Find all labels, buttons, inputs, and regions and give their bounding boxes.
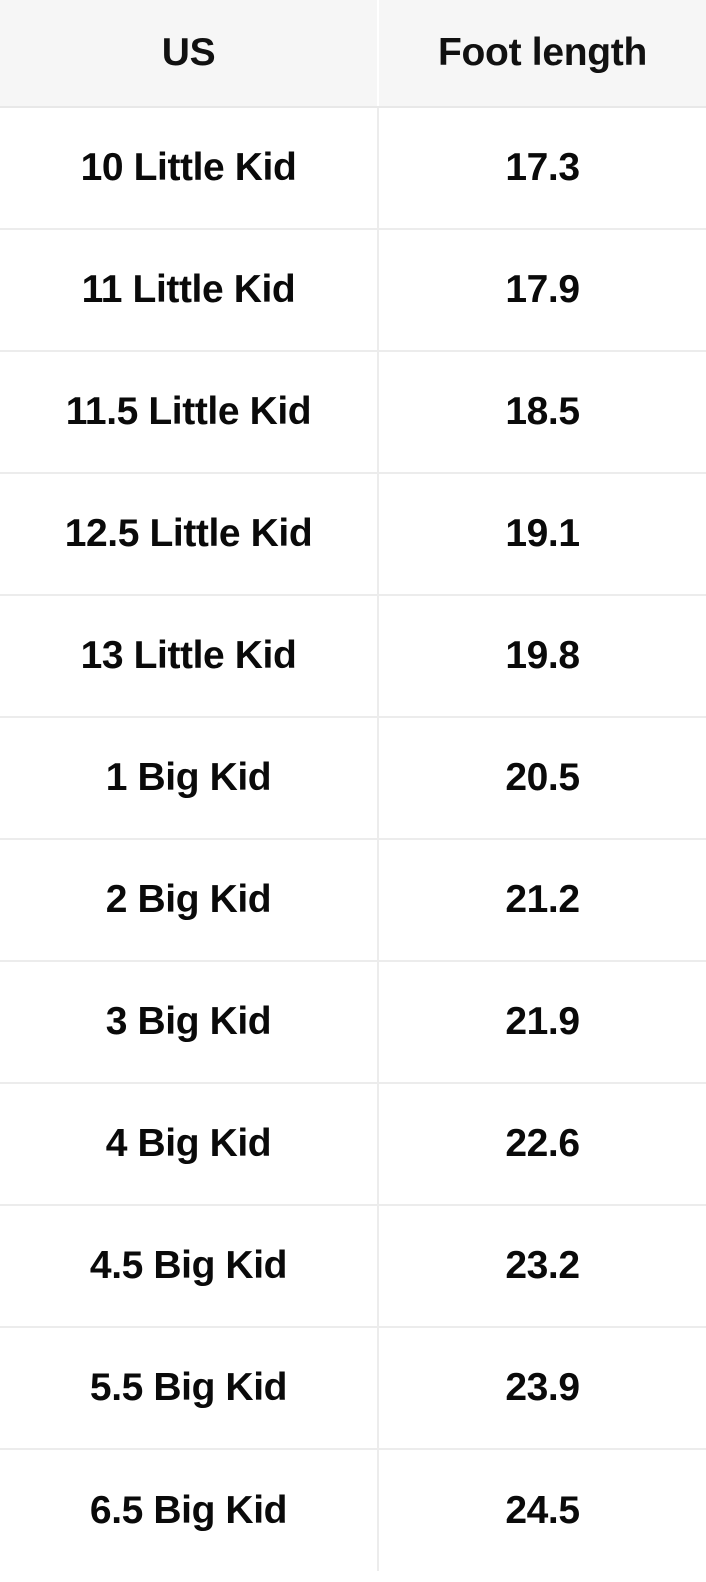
cell-foot-length: 19.1 xyxy=(378,473,706,596)
cell-foot-length: 19.8 xyxy=(378,595,706,718)
cell-us: 12.5 Little Kid xyxy=(0,473,379,596)
table-row: 10 Little Kid 17.3 xyxy=(0,107,706,230)
table-row: 11.5 Little Kid 18.5 xyxy=(0,351,706,474)
cell-us: 5.5 Big Kid xyxy=(0,1327,379,1450)
cell-us: 11 Little Kid xyxy=(0,229,379,352)
table-row: 11 Little Kid 17.9 xyxy=(0,229,706,352)
cell-foot-length: 17.3 xyxy=(378,107,706,230)
cell-us: 2 Big Kid xyxy=(0,839,379,962)
cell-foot-length: 24.5 xyxy=(378,1449,706,1571)
cell-us: 3 Big Kid xyxy=(0,961,379,1084)
cell-foot-length: 20.5 xyxy=(378,717,706,840)
table-header: US Foot length xyxy=(0,0,706,108)
cell-us: 6.5 Big Kid xyxy=(0,1449,379,1571)
table-row: 6.5 Big Kid 24.5 xyxy=(0,1449,706,1571)
cell-us: 4.5 Big Kid xyxy=(0,1205,379,1328)
cell-foot-length: 18.5 xyxy=(378,351,706,474)
cell-foot-length: 21.9 xyxy=(378,961,706,1084)
cell-foot-length: 23.9 xyxy=(378,1327,706,1450)
cell-us: 1 Big Kid xyxy=(0,717,379,840)
table-row: 4.5 Big Kid 23.2 xyxy=(0,1205,706,1328)
cell-us: 11.5 Little Kid xyxy=(0,351,379,474)
cell-us: 4 Big Kid xyxy=(0,1083,379,1206)
cell-foot-length: 21.2 xyxy=(378,839,706,962)
cell-foot-length: 17.9 xyxy=(378,229,706,352)
table-row: 3 Big Kid 21.9 xyxy=(0,961,706,1084)
table-row: 2 Big Kid 21.2 xyxy=(0,839,706,962)
cell-foot-length: 23.2 xyxy=(378,1205,706,1328)
table-row: 1 Big Kid 20.5 xyxy=(0,717,706,840)
cell-foot-length: 22.6 xyxy=(378,1083,706,1206)
table-row: 12.5 Little Kid 19.1 xyxy=(0,473,706,596)
table-header-row: US Foot length xyxy=(0,0,706,108)
cell-us: 13 Little Kid xyxy=(0,595,379,718)
cell-us: 10 Little Kid xyxy=(0,107,379,230)
table-row: 4 Big Kid 22.6 xyxy=(0,1083,706,1206)
table-body: 10 Little Kid 17.3 11 Little Kid 17.9 11.5 L… xyxy=(0,107,706,1571)
column-header-foot-length[interactable]: Foot length xyxy=(378,0,706,108)
table-row: 13 Little Kid 19.8 xyxy=(0,595,706,718)
table-row: 5.5 Big Kid 23.9 xyxy=(0,1327,706,1450)
column-header-us[interactable]: US xyxy=(0,0,379,108)
